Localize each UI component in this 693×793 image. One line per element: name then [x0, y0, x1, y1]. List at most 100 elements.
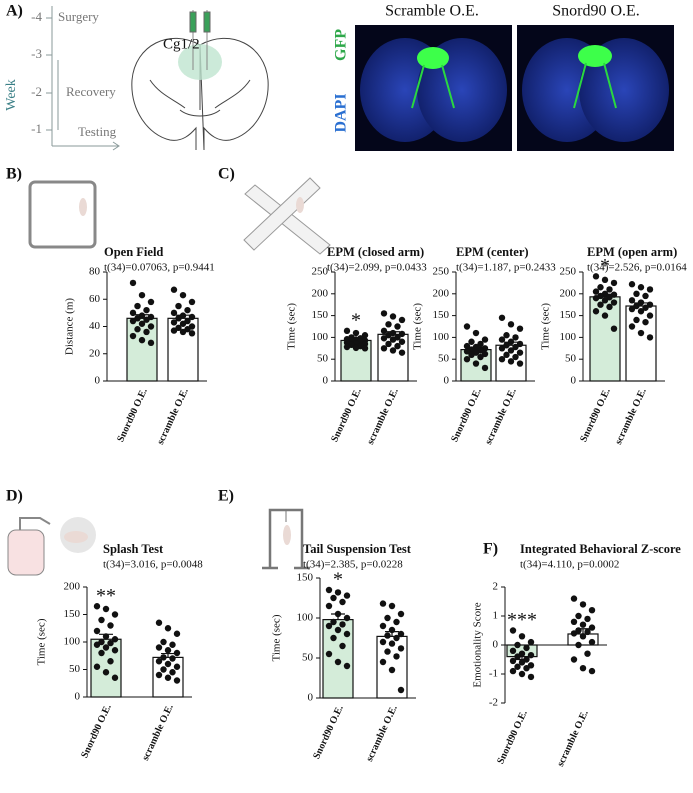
chart-title: Splash Test — [103, 542, 164, 556]
tail-suspension-icon — [262, 508, 310, 570]
open-field-icon — [28, 180, 97, 249]
data-point — [518, 659, 526, 666]
data-point — [397, 630, 405, 638]
y-tick-label: 150 — [297, 572, 314, 584]
phase-label: Testing — [78, 124, 117, 139]
data-point — [523, 665, 530, 672]
data-point — [147, 298, 155, 306]
data-point — [160, 654, 167, 661]
data-point — [160, 638, 167, 646]
data-point — [129, 332, 137, 340]
y-tick-label: 20 — [89, 347, 101, 359]
chart-title: Tail Suspension Test — [303, 542, 412, 556]
data-point — [380, 335, 388, 342]
data-point — [463, 348, 471, 355]
y-tick-label: 250 — [312, 266, 329, 278]
data-point — [111, 674, 119, 681]
data-point — [380, 327, 388, 335]
week-tick: -2 — [31, 84, 42, 99]
y-tick-label: 150 — [64, 608, 81, 620]
y-tick-label: 60 — [89, 293, 101, 305]
data-point — [102, 633, 110, 640]
chart-subtitle: t(34)=0.07063, p=0.9441 — [104, 262, 215, 274]
data-point — [509, 667, 517, 675]
y-tick-label: 200 — [560, 287, 577, 299]
data-point — [339, 621, 346, 628]
data-point — [592, 288, 600, 295]
data-point — [138, 291, 146, 299]
y-axis-label: Emotionality Score — [472, 602, 484, 687]
y-tick-label: 80 — [89, 266, 101, 278]
y-axis-label: Time (sec) — [412, 303, 424, 350]
data-point — [379, 638, 387, 646]
y-tick-label: 200 — [312, 287, 329, 299]
data-point — [637, 329, 645, 337]
data-point — [147, 339, 155, 347]
data-point — [325, 622, 333, 630]
y-tick-label: 0 — [571, 375, 577, 387]
data-point — [579, 665, 587, 672]
y-axis-label: Time (sec) — [36, 618, 48, 665]
y-tick-label: 1 — [493, 610, 499, 622]
data-point — [379, 622, 387, 630]
data-point — [330, 634, 337, 642]
data-point — [527, 638, 535, 646]
y-tick-label: 150 — [312, 309, 329, 321]
data-point — [468, 351, 475, 359]
chart-subtitle: t(34)=1.187, p=0.2433 — [456, 262, 556, 274]
data-point — [339, 642, 346, 650]
data-point — [173, 677, 181, 684]
data-point — [379, 600, 387, 607]
data-point — [179, 291, 187, 299]
data-point — [361, 345, 369, 352]
data-point — [175, 315, 182, 322]
data-point — [164, 660, 172, 668]
data-point — [164, 674, 172, 681]
data-point — [93, 641, 101, 648]
data-point — [397, 610, 405, 618]
data-point — [597, 301, 604, 308]
significance: * — [333, 569, 343, 591]
data-point — [393, 618, 400, 626]
y-tick-label: 150 — [560, 309, 577, 321]
data-point — [343, 630, 351, 638]
data-point — [143, 306, 150, 314]
data-point — [398, 338, 406, 345]
data-point — [169, 669, 176, 676]
y-tick-label: 0 — [444, 375, 450, 387]
data-point — [98, 649, 105, 657]
data-point — [507, 347, 515, 354]
data-point — [570, 656, 578, 663]
data-point — [334, 610, 342, 618]
data-point — [343, 662, 351, 670]
data-point — [588, 667, 596, 675]
data-point — [518, 670, 526, 678]
data-point — [584, 650, 591, 657]
y-tick-label: 2 — [493, 581, 499, 593]
data-point — [389, 347, 397, 354]
data-point — [584, 628, 591, 636]
data-point — [570, 618, 578, 625]
data-point — [516, 349, 524, 356]
data-point — [138, 320, 146, 327]
data-point — [334, 589, 342, 596]
y-tick-label: 250 — [560, 266, 577, 278]
data-point — [129, 279, 137, 287]
data-point — [637, 299, 645, 306]
data-point — [393, 634, 400, 642]
data-point — [385, 340, 392, 348]
data-point — [380, 345, 388, 352]
stain-label: GFP — [333, 29, 350, 61]
data-point — [134, 302, 141, 310]
y-tick-label: 40 — [89, 320, 101, 332]
data-point — [102, 669, 110, 676]
data-point — [606, 286, 613, 293]
data-point — [646, 312, 654, 319]
data-point — [93, 627, 101, 635]
panel-label: A) — [6, 3, 23, 20]
y-tick-label: 0 — [75, 691, 81, 703]
data-point — [188, 298, 196, 306]
data-point — [179, 320, 187, 327]
data-point — [361, 332, 369, 339]
data-point — [481, 364, 489, 372]
